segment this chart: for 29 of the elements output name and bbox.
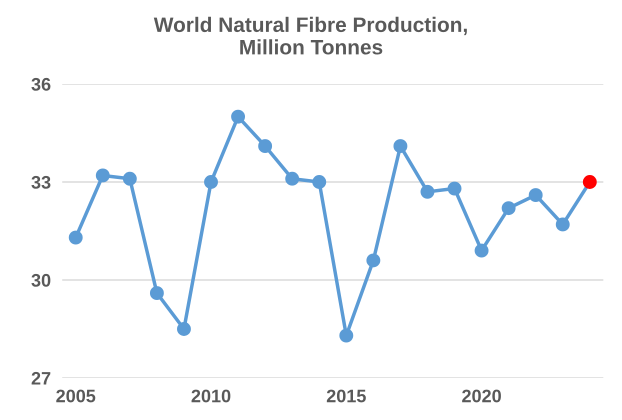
chart-title: World Natural Fibre Production, Million Tonnes — [154, 16, 467, 55]
point — [258, 139, 272, 154]
y-tick-label: 36 — [31, 78, 50, 91]
point — [204, 175, 218, 189]
x-tick-label: 2015 — [326, 390, 366, 402]
y-tick-label: 33 — [31, 176, 50, 189]
point — [366, 253, 380, 268]
point — [339, 328, 354, 342]
point — [68, 230, 83, 244]
point — [420, 184, 434, 199]
x-tick-label: 2005 — [56, 390, 96, 402]
point — [474, 244, 489, 258]
point — [448, 182, 462, 196]
point — [96, 168, 110, 182]
point — [312, 175, 326, 189]
point — [528, 188, 543, 202]
point — [582, 175, 597, 189]
point — [393, 139, 408, 154]
point — [150, 286, 164, 300]
point — [177, 322, 191, 336]
point — [285, 172, 300, 186]
point — [122, 172, 137, 186]
point — [231, 110, 246, 124]
point — [502, 201, 516, 216]
y-tick-label: 27 — [32, 372, 50, 385]
x-tick-label: 2020 — [462, 390, 501, 402]
y-tick-label: 30 — [31, 274, 50, 287]
x-tick-label: 2010 — [192, 390, 230, 402]
point — [556, 218, 570, 232]
